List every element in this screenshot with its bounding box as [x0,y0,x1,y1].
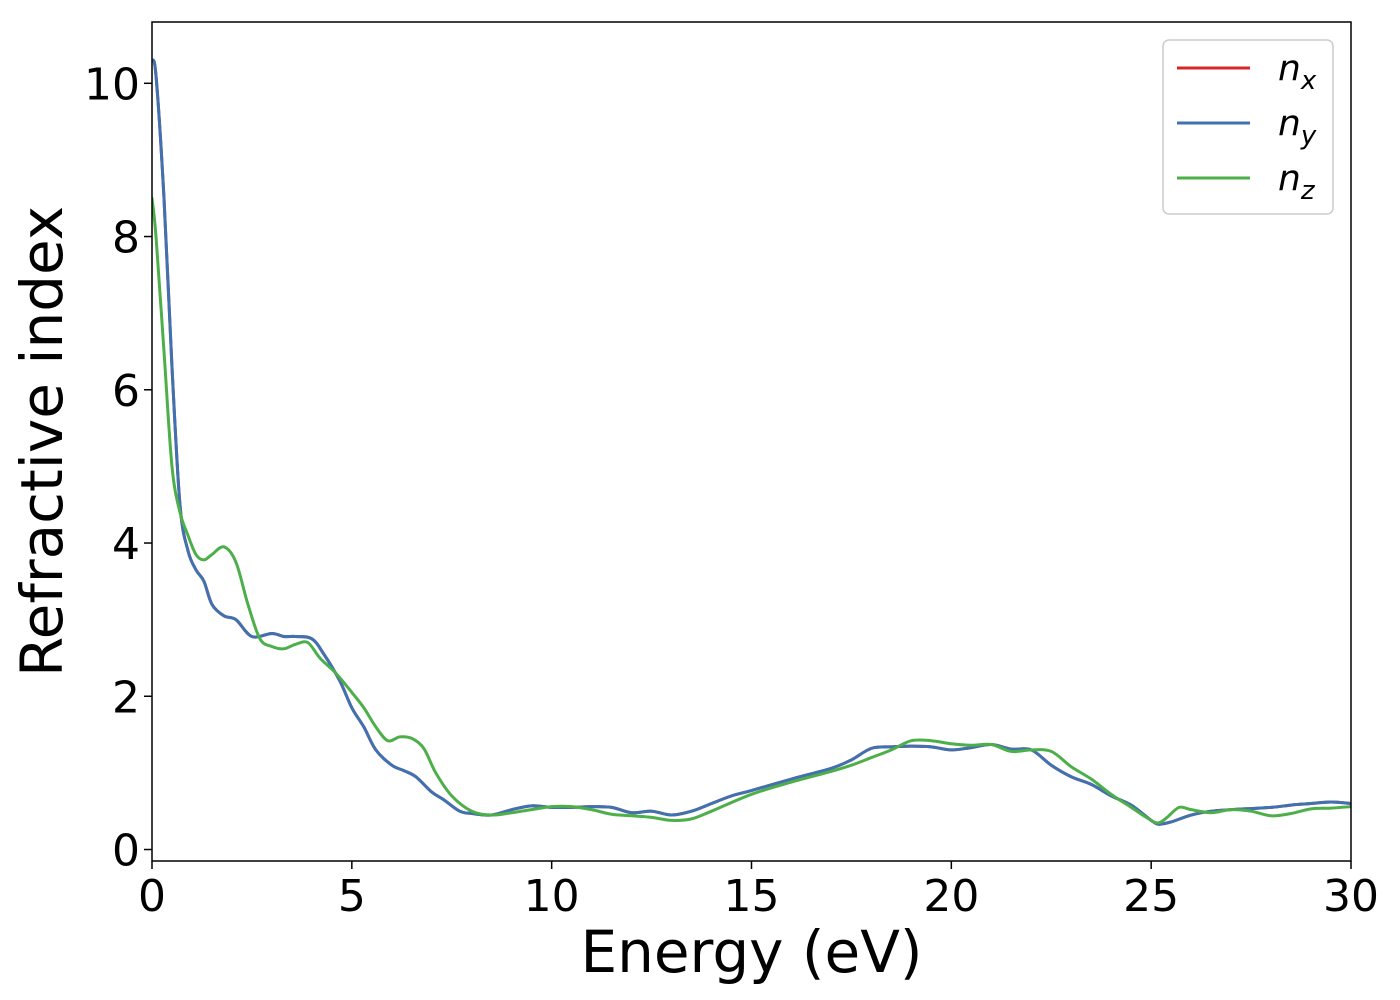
legend-box [1162,39,1334,215]
y-tick-label: 6 [112,366,140,417]
legend-label-base: n [1278,48,1301,89]
y-tick-label: 0 [112,826,140,877]
y-tick-label: 4 [112,519,140,570]
series-line-n-z [152,196,1351,825]
x-tick-label: 0 [138,871,166,922]
legend-label-n-x: nx [1278,48,1317,96]
x-tick-label: 15 [724,871,780,922]
x-axis: 0 5 10 15 20 25 30 [138,861,1379,922]
x-tick-label: 5 [338,871,366,922]
y-axis-title: Refractive index [8,206,76,677]
legend-label-subscript: x [1300,66,1317,96]
legend-label-base: n [1278,103,1301,144]
legend-label-n-y: ny [1278,103,1317,151]
plot-content [152,58,1351,826]
legend-label-base: n [1278,158,1301,199]
legend-label-subscript: y [1300,121,1317,151]
x-tick-label: 20 [923,871,979,922]
legend-label-n-z: nz [1278,158,1316,206]
x-tick-label: 10 [524,871,580,922]
x-axis-title: Energy (eV) [580,918,922,986]
x-tick-label: 25 [1123,871,1179,922]
y-tick-label: 8 [112,213,140,264]
legend-label-subscript: z [1300,176,1316,206]
y-axis: 0 2 4 6 8 10 [84,59,152,877]
y-tick-label: 2 [112,672,140,723]
y-tick-label: 10 [84,59,140,110]
x-tick-label: 30 [1323,871,1379,922]
